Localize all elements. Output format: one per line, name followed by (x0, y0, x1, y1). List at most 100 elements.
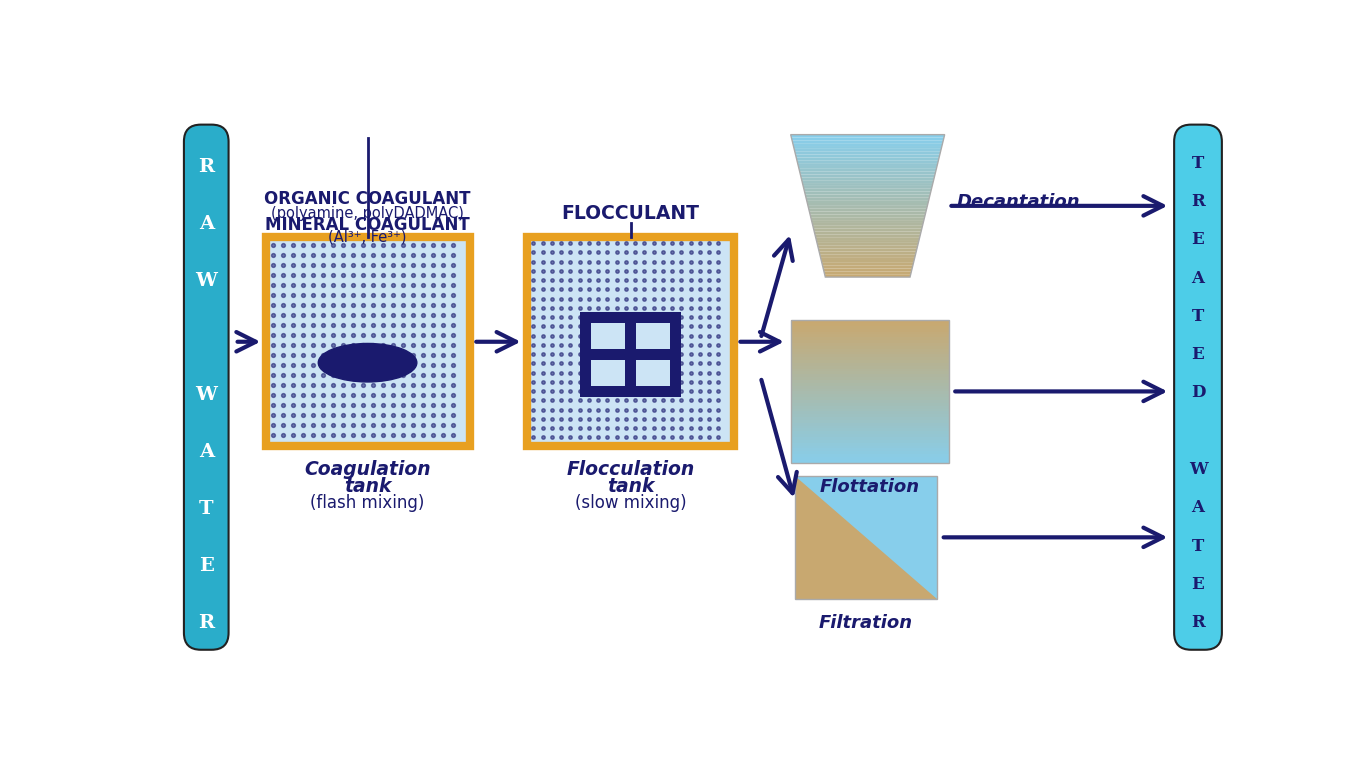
Polygon shape (795, 151, 941, 155)
Polygon shape (807, 200, 929, 203)
Polygon shape (801, 178, 934, 180)
Text: tank: tank (607, 478, 655, 496)
Polygon shape (812, 223, 923, 226)
Polygon shape (810, 215, 925, 218)
Polygon shape (821, 260, 914, 263)
Polygon shape (790, 340, 948, 343)
Polygon shape (790, 328, 948, 331)
Polygon shape (790, 375, 948, 377)
FancyBboxPatch shape (1174, 125, 1222, 650)
Polygon shape (817, 243, 918, 246)
Polygon shape (790, 320, 948, 323)
Polygon shape (790, 451, 948, 454)
Polygon shape (808, 208, 926, 211)
Bar (795, 476, 937, 599)
Polygon shape (790, 394, 948, 397)
Polygon shape (790, 448, 948, 451)
Text: D: D (1191, 384, 1206, 401)
Bar (527, 237, 734, 447)
Polygon shape (790, 437, 948, 440)
Polygon shape (790, 428, 948, 431)
Polygon shape (790, 408, 948, 411)
Polygon shape (823, 268, 912, 271)
Text: T: T (1192, 155, 1204, 171)
Text: A: A (199, 443, 214, 461)
Text: W: W (1189, 461, 1207, 478)
Text: (flash mixing): (flash mixing) (311, 494, 425, 512)
Polygon shape (811, 220, 923, 223)
Text: R: R (1191, 614, 1204, 631)
Polygon shape (790, 454, 948, 457)
Polygon shape (790, 383, 948, 386)
Polygon shape (790, 343, 948, 346)
Polygon shape (804, 191, 930, 195)
Polygon shape (790, 338, 948, 340)
Polygon shape (822, 265, 912, 268)
Polygon shape (790, 366, 948, 368)
Polygon shape (790, 425, 948, 428)
Text: ORGANIC COAGULANT: ORGANIC COAGULANT (264, 189, 471, 208)
Polygon shape (790, 411, 948, 414)
Text: Flottation: Flottation (819, 478, 919, 496)
Polygon shape (814, 228, 922, 231)
Polygon shape (810, 211, 926, 215)
Text: T: T (199, 500, 214, 518)
Polygon shape (790, 417, 948, 420)
Polygon shape (790, 403, 948, 406)
Polygon shape (806, 195, 930, 198)
Polygon shape (819, 255, 915, 257)
Polygon shape (790, 406, 948, 408)
Polygon shape (790, 135, 945, 138)
Polygon shape (815, 237, 919, 240)
Polygon shape (796, 155, 940, 158)
Polygon shape (790, 397, 948, 400)
Polygon shape (790, 386, 948, 388)
Text: W: W (196, 386, 218, 404)
Polygon shape (803, 186, 932, 188)
Polygon shape (818, 246, 918, 248)
Polygon shape (790, 371, 948, 375)
Polygon shape (800, 171, 936, 175)
Text: Filtration: Filtration (819, 614, 912, 632)
Polygon shape (823, 271, 911, 275)
Polygon shape (790, 388, 948, 391)
Polygon shape (790, 414, 948, 417)
Polygon shape (790, 377, 948, 380)
Polygon shape (797, 163, 937, 166)
Text: Decantation: Decantation (956, 193, 1080, 211)
Polygon shape (790, 431, 948, 434)
Bar (795, 476, 937, 599)
Text: E: E (1192, 346, 1204, 363)
Polygon shape (790, 323, 948, 326)
Polygon shape (790, 346, 948, 348)
Polygon shape (790, 351, 948, 355)
Text: A: A (1192, 499, 1204, 517)
Text: E: E (1192, 576, 1204, 593)
Polygon shape (793, 146, 943, 149)
Polygon shape (792, 138, 944, 140)
Text: R: R (199, 158, 214, 176)
Polygon shape (790, 391, 948, 394)
FancyBboxPatch shape (184, 125, 229, 650)
Polygon shape (808, 206, 927, 208)
Polygon shape (790, 420, 948, 423)
Polygon shape (797, 160, 938, 163)
Polygon shape (804, 188, 932, 191)
Polygon shape (807, 203, 927, 206)
Polygon shape (799, 166, 937, 169)
Bar (636, 323, 670, 349)
Polygon shape (825, 275, 911, 277)
Text: E: E (199, 557, 214, 575)
Text: (slow mixing): (slow mixing) (574, 494, 686, 512)
Polygon shape (817, 240, 919, 243)
Text: T: T (1192, 538, 1204, 554)
Polygon shape (790, 326, 948, 328)
Polygon shape (803, 183, 933, 186)
Polygon shape (790, 380, 948, 383)
Bar (636, 360, 670, 386)
Polygon shape (790, 335, 948, 338)
Polygon shape (812, 226, 922, 228)
Text: Flocculation: Flocculation (566, 461, 695, 479)
Polygon shape (795, 476, 937, 599)
Polygon shape (790, 400, 948, 403)
